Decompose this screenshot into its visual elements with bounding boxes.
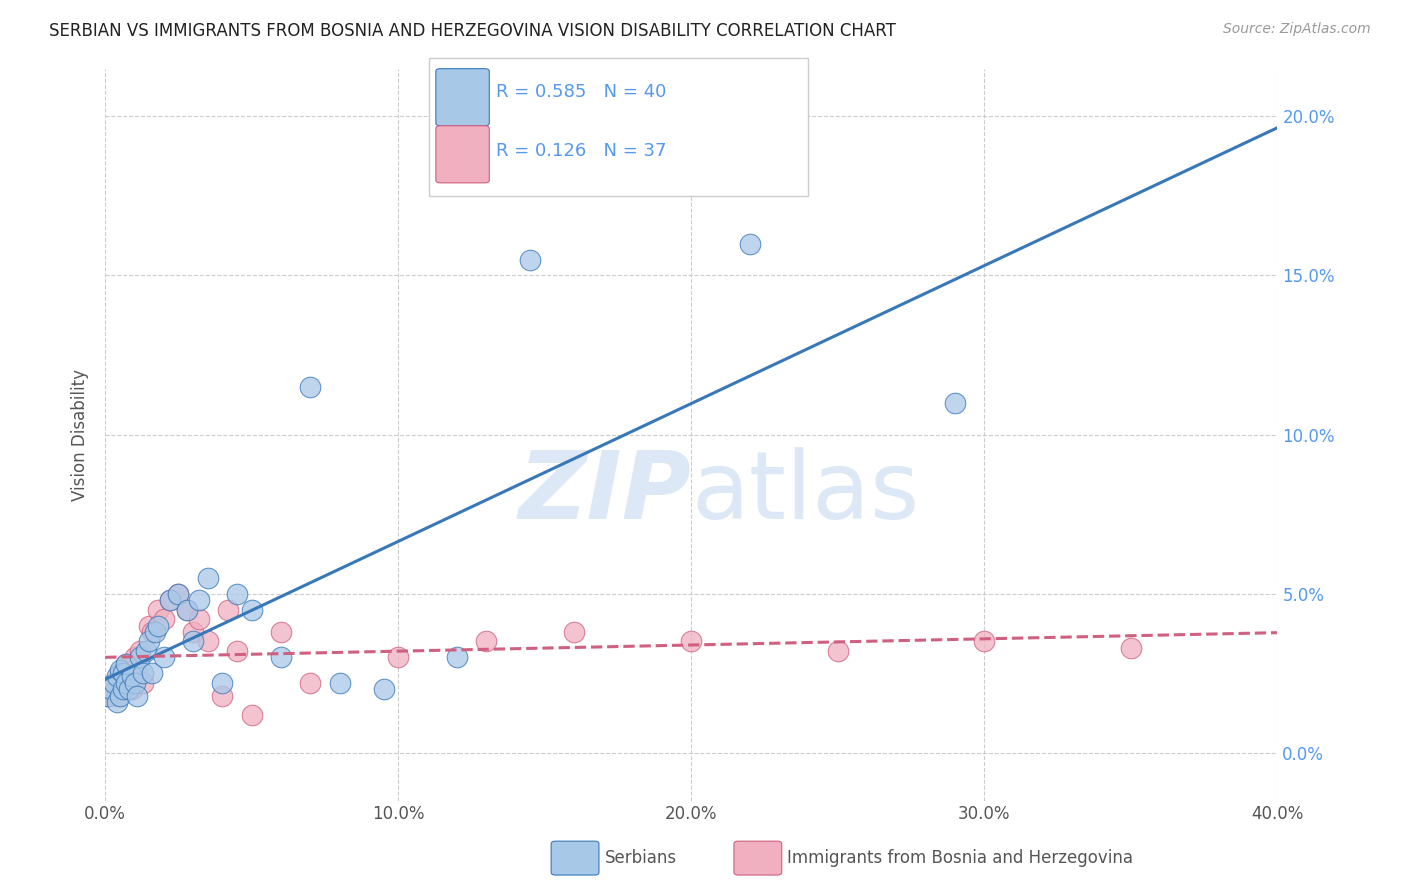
Point [943,396,966,410]
Point [270,624,292,639]
Point [159,593,181,607]
Point [132,666,155,681]
Point [240,707,263,722]
Point [103,676,125,690]
Point [105,695,128,709]
Point [226,644,249,658]
Point [111,666,134,681]
Point [240,602,263,616]
Point [153,612,176,626]
Point [100,682,122,697]
Text: R = 0.585   N = 40: R = 0.585 N = 40 [496,83,666,101]
Point [138,618,160,632]
Point [114,657,136,671]
Point [114,657,136,671]
Point [197,571,219,585]
Point [135,644,157,658]
Text: Serbians: Serbians [605,849,676,867]
Point [138,634,160,648]
Point [124,650,146,665]
Point [108,689,131,703]
Point [141,624,163,639]
Point [121,669,143,683]
Point [97,689,120,703]
Text: ZIP: ZIP [519,447,692,539]
Point [181,634,204,648]
Point [188,593,211,607]
Point [129,644,152,658]
Point [146,618,169,632]
Point [132,676,155,690]
Point [97,689,120,703]
Text: Immigrants from Bosnia and Herzegovina: Immigrants from Bosnia and Herzegovina [787,849,1133,867]
Point [118,682,141,697]
Point [176,602,198,616]
Point [141,666,163,681]
Point [1119,640,1142,655]
Point [446,650,468,665]
Point [329,676,352,690]
Point [153,650,176,665]
Point [211,676,233,690]
Point [211,689,233,703]
Point [270,650,292,665]
Text: Source: ZipAtlas.com: Source: ZipAtlas.com [1223,22,1371,37]
Point [111,676,134,690]
Point [181,624,204,639]
Y-axis label: Vision Disability: Vision Disability [72,368,89,500]
Point [105,669,128,683]
Point [197,634,219,648]
Point [562,624,585,639]
Point [827,644,849,658]
Point [217,602,239,616]
Point [114,676,136,690]
Text: atlas: atlas [692,447,920,539]
Point [226,587,249,601]
Point [387,650,409,665]
Point [127,666,149,681]
Point [373,682,395,697]
Point [108,682,131,697]
Point [146,602,169,616]
Point [738,236,761,251]
Point [167,587,190,601]
Text: SERBIAN VS IMMIGRANTS FROM BOSNIA AND HERZEGOVINA VISION DISABILITY CORRELATION : SERBIAN VS IMMIGRANTS FROM BOSNIA AND HE… [49,22,896,40]
Point [475,634,498,648]
Point [124,676,146,690]
Point [103,676,125,690]
Point [167,587,190,601]
Point [176,602,198,616]
Point [111,682,134,697]
Point [681,634,703,648]
Point [188,612,211,626]
Point [118,676,141,690]
Point [121,682,143,697]
Text: R = 0.126   N = 37: R = 0.126 N = 37 [496,142,666,160]
Point [108,666,131,681]
Point [127,689,149,703]
Point [159,593,181,607]
Point [299,676,322,690]
Point [519,252,541,267]
Point [143,624,166,639]
Point [100,682,122,697]
Point [108,663,131,677]
Point [129,650,152,665]
Point [105,689,128,703]
Point [973,634,995,648]
Point [299,380,322,394]
